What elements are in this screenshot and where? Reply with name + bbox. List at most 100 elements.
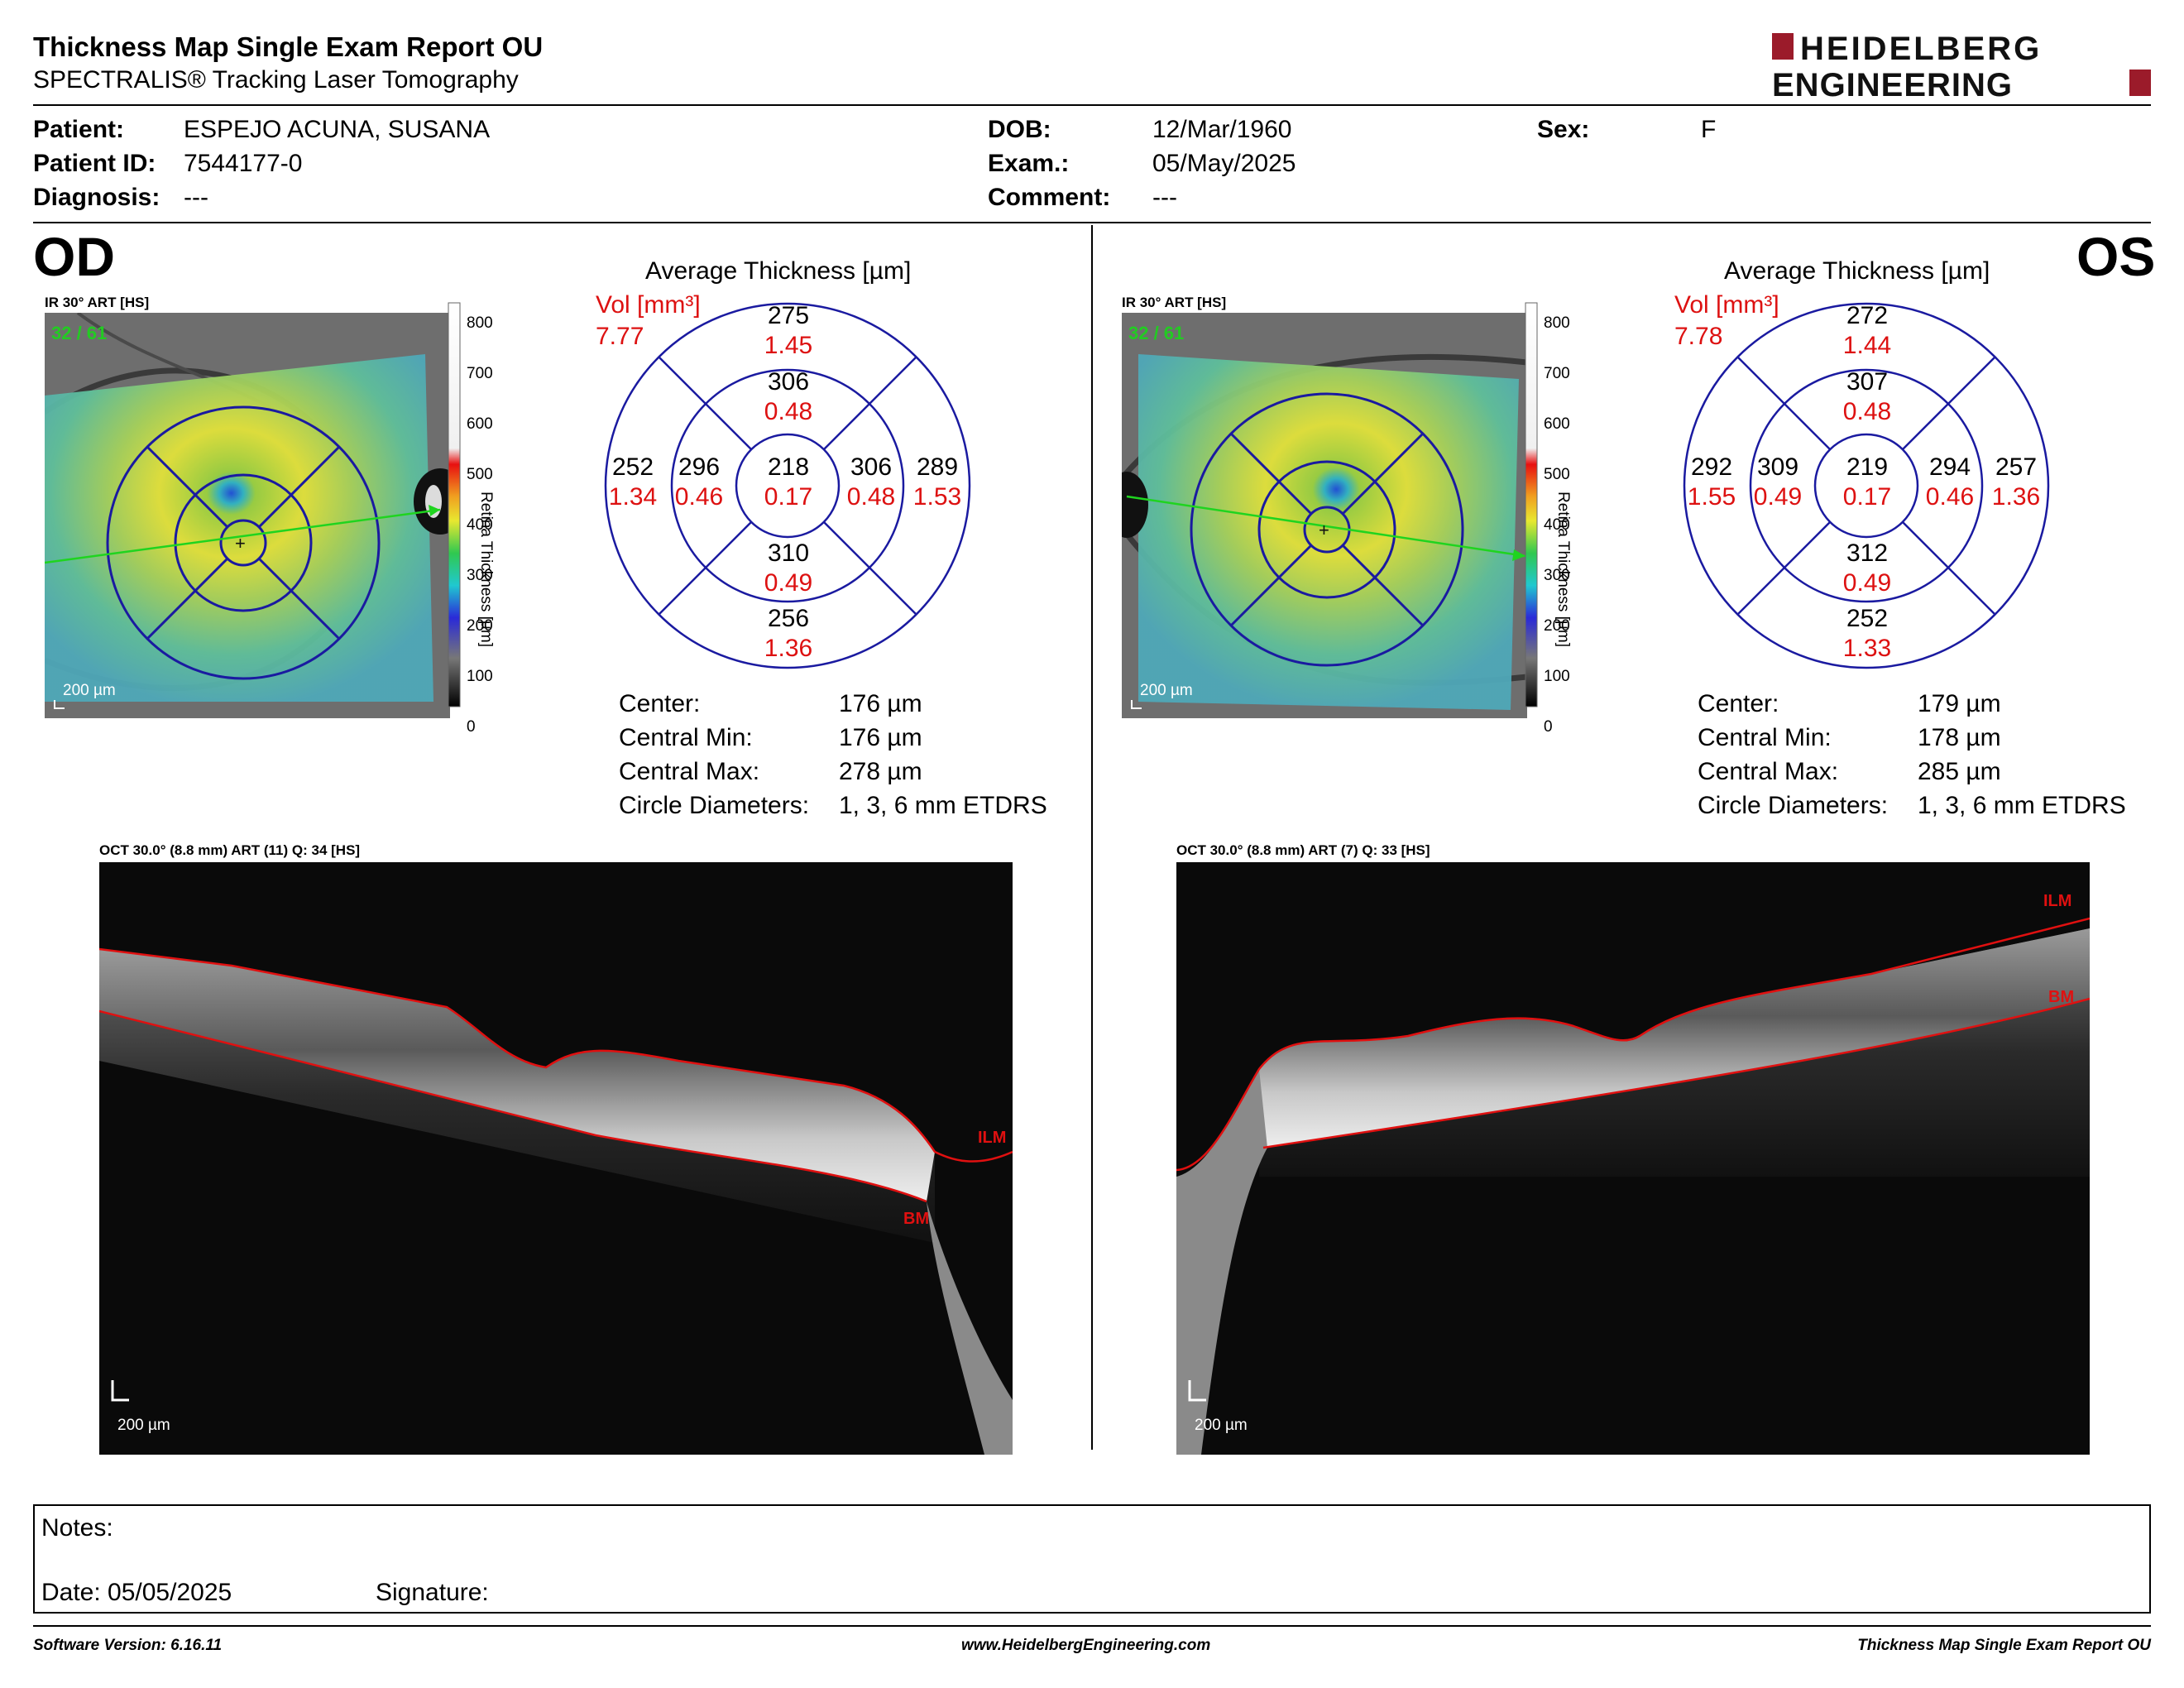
header-divider [33, 104, 2151, 106]
od-circle-diameters-value: 1, 3, 6 mm ETDRS [839, 792, 1047, 819]
od-ir-count: 32 / 61 [51, 323, 108, 343]
comment-label: Comment: [988, 184, 1111, 211]
exam-label: Exam.: [988, 150, 1070, 177]
os-central-min-value: 178 µm [1918, 724, 2001, 751]
exam-value: 05/May/2025 [1152, 150, 1296, 177]
od-vol-value: 7.77 [596, 323, 644, 350]
od-eye-label: OD [33, 226, 115, 287]
od-central-min-label: Central Min: [619, 724, 753, 751]
comment-value: --- [1152, 184, 1177, 211]
signature-label: Signature: [376, 1579, 489, 1606]
svg-text:+: + [1319, 520, 1329, 540]
od-sector-outer-superior: 275 1.45 [764, 302, 813, 359]
od-colorbar-label: Retina Thickness [µm] [477, 492, 495, 647]
os-sector-inner-right: 294 0.46 [1925, 453, 1975, 511]
od-oct-scale: 200 µm [117, 1417, 170, 1434]
patient-id: 7544177-0 [184, 150, 303, 177]
od-sector-inner-left: 296 0.46 [674, 453, 724, 511]
od-central-max-value: 278 µm [839, 758, 922, 785]
od-sector-inner-right: 306 0.48 [846, 453, 896, 511]
os-oct-bscan: ILM BM 200 µm [1176, 862, 2090, 1455]
diagnosis-label: Diagnosis: [33, 184, 160, 211]
os-center-label: Center: [1698, 690, 1779, 717]
report-title: Thickness Map Single Exam Report OU [33, 31, 544, 62]
od-colorbar: 800 700 600 500 400 300 200 100 0 Retina Thick… [447, 301, 546, 736]
report-subtitle: SPECTRALIS® Tracking Laser Tomography [33, 66, 519, 94]
od-ilm-label: ILM [978, 1129, 1007, 1147]
patient-label: Patient: [33, 116, 125, 143]
os-eye-label: OS [2076, 226, 2156, 287]
notes-label: Notes: [41, 1514, 113, 1542]
os-vol-label: Vol [mm³] [1674, 291, 1779, 319]
os-fundus-thickness-map: + 32 / 61 200 µm [1122, 313, 1527, 718]
logo-line2: ENGINEERING [1772, 67, 2013, 101]
os-sector-inner-superior: 307 0.48 [1842, 368, 1892, 425]
dob-value: 12/Mar/1960 [1152, 116, 1292, 143]
os-colorbar-label: Retina Thickness [µm] [1554, 492, 1572, 647]
website-link[interactable]: www.HeidelbergEngineering.com [961, 1637, 1211, 1654]
patient-name: ESPEJO ACUNA, SUSANA [184, 116, 491, 143]
os-central-max-value: 285 µm [1918, 758, 2001, 785]
od-center-label: Center: [619, 690, 701, 717]
os-circle-diameters-value: 1, 3, 6 mm ETDRS [1918, 792, 2126, 819]
software-version: Software Version: 6.16.11 [33, 1637, 223, 1654]
notes-box[interactable]: Notes: Date: 05/05/2025 Signature: [33, 1504, 2151, 1614]
od-etdrs-grid [598, 296, 979, 677]
od-central-max-label: Central Max: [619, 758, 760, 785]
os-sector-center: 219 0.17 [1842, 453, 1892, 511]
os-fundus-scale: 200 µm [1140, 682, 1193, 699]
od-etdrs-title: Average Thickness [µm] [645, 257, 912, 285]
footer-report-name: Thickness Map Single Exam Report OU [1857, 1637, 2151, 1654]
os-oct-scale: 200 µm [1195, 1417, 1248, 1434]
od-ir-label: IR 30° ART [HS] [45, 295, 150, 310]
os-sector-outer-right: 257 1.36 [1991, 453, 2041, 511]
svg-text:+: + [235, 533, 246, 554]
od-sector-inner-superior: 306 0.48 [764, 368, 813, 425]
os-sector-inner-left: 309 0.49 [1753, 453, 1803, 511]
logo-line1: HEIDELBERG [1800, 31, 2042, 67]
os-sector-outer-superior: 272 1.44 [1842, 302, 1892, 359]
od-sector-inner-inferior: 310 0.49 [764, 539, 813, 597]
os-central-max-label: Central Max: [1698, 758, 1839, 785]
sex-label: Sex: [1537, 116, 1590, 143]
footer-divider [33, 1625, 2151, 1627]
os-colorbar: 800 700 600 500 400 300 200 100 0 Retina Thick… [1524, 301, 1623, 736]
od-vol-label: Vol [mm³] [596, 291, 701, 319]
od-sector-outer-right: 289 1.53 [912, 453, 962, 511]
diagnosis-value: --- [184, 184, 208, 211]
os-colorbar-ticks: 800 700 600 500 400 300 200 100 0 [1544, 314, 1570, 736]
os-etdrs-title: Average Thickness [µm] [1724, 257, 1990, 285]
od-central-min-value: 176 µm [839, 724, 922, 751]
info-divider [33, 222, 2151, 223]
dob-label: DOB: [988, 116, 1051, 143]
os-oct-label: OCT 30.0° (8.8 mm) ART (7) Q: 33 [HS] [1176, 842, 1430, 858]
os-center-value: 179 µm [1918, 690, 2001, 717]
os-ilm-label: ILM [2043, 892, 2072, 910]
od-fundus-thickness-map: + 32 / 61 200 µm [45, 313, 450, 718]
os-vol-value: 7.78 [1674, 323, 1723, 350]
os-circle-diameters-label: Circle Diameters: [1698, 792, 1889, 819]
od-sector-center: 218 0.17 [764, 453, 813, 511]
patient-id-label: Patient ID: [33, 150, 156, 177]
od-colorbar-ticks: 800 700 600 500 400 300 200 100 0 [467, 314, 493, 736]
os-sector-inner-inferior: 312 0.49 [1842, 539, 1892, 597]
os-central-min-label: Central Min: [1698, 724, 1832, 751]
eye-divider [1091, 225, 1093, 1450]
od-oct-label: OCT 30.0° (8.8 mm) ART (11) Q: 34 [HS] [99, 842, 361, 858]
os-sector-outer-left: 292 1.55 [1687, 453, 1736, 511]
sex-value: F [1701, 116, 1717, 143]
os-etdrs-grid [1677, 296, 2057, 677]
heidelberg-logo: HEIDELBERG ENGINEERING [1772, 30, 2153, 103]
od-bm-label: BM [903, 1210, 930, 1228]
od-circle-diameters-label: Circle Diameters: [619, 792, 810, 819]
od-center-value: 176 µm [839, 690, 922, 717]
os-ir-count: 32 / 61 [1128, 323, 1185, 343]
od-sector-outer-inferior: 256 1.36 [764, 605, 813, 662]
os-sector-outer-inferior: 252 1.33 [1842, 605, 1892, 662]
os-bm-label: BM [2048, 988, 2075, 1006]
od-sector-outer-left: 252 1.34 [608, 453, 658, 511]
od-fundus-scale: 200 µm [63, 682, 116, 699]
os-ir-label: IR 30° ART [HS] [1122, 295, 1227, 310]
od-oct-bscan: ILM BM 200 µm [99, 862, 1013, 1455]
date-label: Date: 05/05/2025 [41, 1579, 232, 1606]
